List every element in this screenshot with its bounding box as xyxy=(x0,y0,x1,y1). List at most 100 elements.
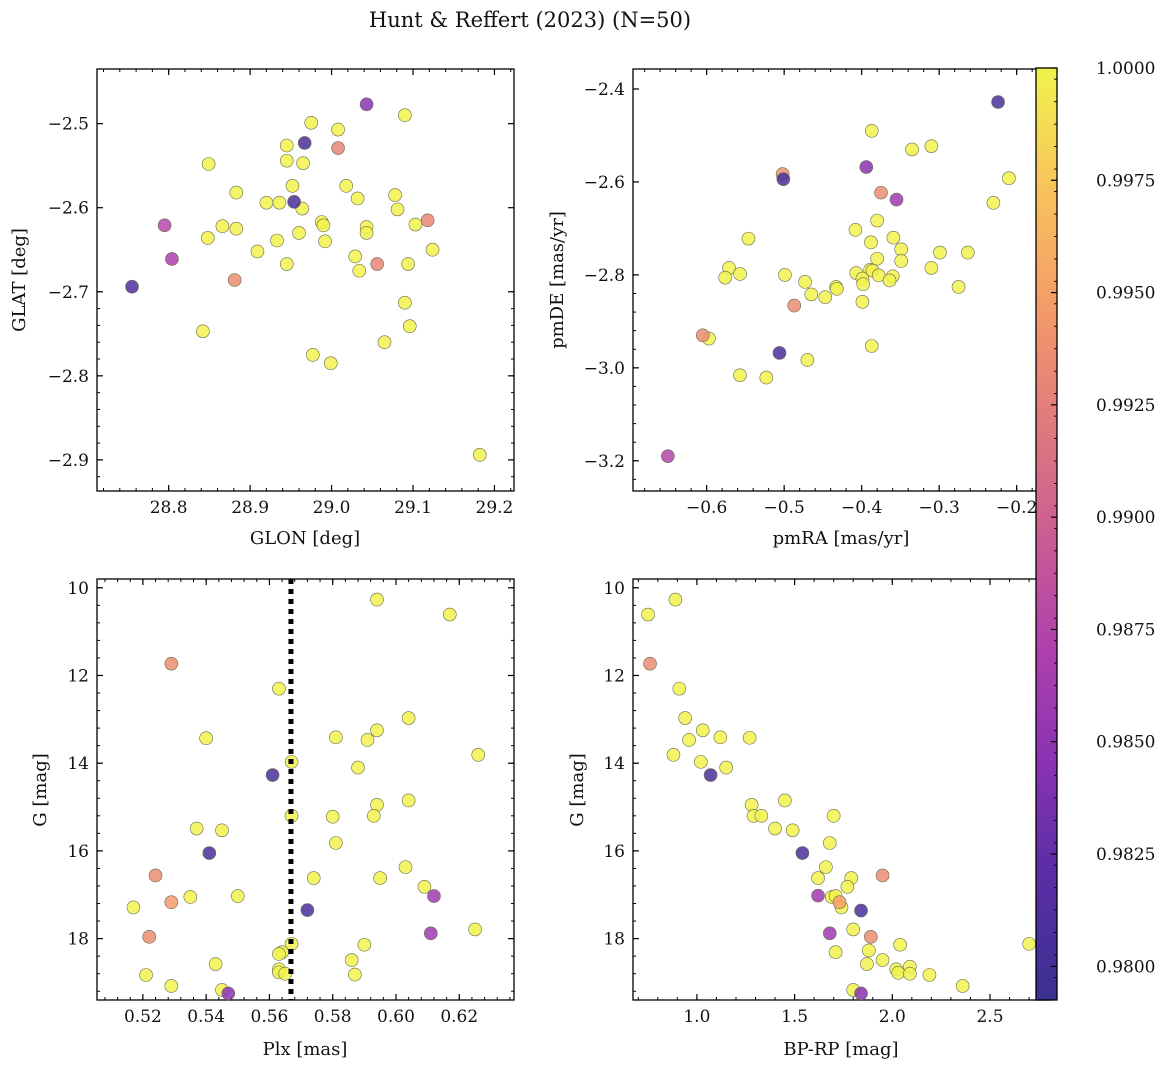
data-point xyxy=(818,290,833,304)
y-tick-label: 12 xyxy=(603,666,625,686)
colorbar-tick-label: 0.9800 xyxy=(1096,957,1155,977)
plot-area-glon-glat: 28.8 28.9 29.0 29.1 29.2 −2.5 −2.6 −2.7 −2.8 −2.9 xyxy=(48,68,515,518)
y-tick-label: 14 xyxy=(67,754,89,774)
data-point xyxy=(826,809,841,823)
data-point xyxy=(227,273,242,287)
data-point xyxy=(292,226,306,240)
data-point xyxy=(666,748,681,762)
data-point xyxy=(370,592,384,607)
data-point xyxy=(408,217,423,232)
x-axis-label-bprp: BP-RP [mag] xyxy=(783,1039,898,1060)
data-point xyxy=(864,124,879,138)
data-point xyxy=(785,823,800,838)
data-point xyxy=(323,356,338,371)
y-tick-label: −2.8 xyxy=(584,266,625,286)
colorbar-tick-label: 0.9925 xyxy=(1096,396,1155,416)
data-point xyxy=(768,821,782,836)
data-point xyxy=(719,760,734,775)
data-point xyxy=(893,937,907,952)
data-point xyxy=(287,195,301,209)
data-point xyxy=(641,607,655,622)
data-point xyxy=(822,926,837,941)
figure-title: Hunt & Reffert (2023) (N=50) xyxy=(369,8,691,32)
data-point xyxy=(373,871,387,885)
panel-bprp-g: 1.0 1.5 2.0 2.5 10 12 14 16 18 BP-RP [mag] G [ma… xyxy=(567,578,1051,1060)
data-point xyxy=(377,335,392,350)
data-point xyxy=(398,860,413,874)
data-point xyxy=(856,277,871,291)
data-point xyxy=(819,860,833,874)
axes-frame-plx-g xyxy=(96,578,515,1001)
data-point xyxy=(331,122,345,137)
x-tick-label: 0.52 xyxy=(124,1007,162,1027)
data-point xyxy=(864,235,878,250)
x-tick-label: −0.4 xyxy=(841,498,882,518)
y-tick-label: 16 xyxy=(67,842,89,862)
data-point xyxy=(859,160,874,174)
data-point xyxy=(398,295,412,310)
data-point xyxy=(875,953,890,967)
data-point xyxy=(279,138,294,153)
data-point xyxy=(165,252,179,266)
y-tick-label: −2.6 xyxy=(584,173,625,193)
data-point xyxy=(471,748,486,762)
plot-area-plx-g: 0.52 0.54 0.56 0.58 0.60 0.62 10 12 14 16 18 xyxy=(67,578,515,1027)
data-point xyxy=(348,249,362,264)
data-point xyxy=(1022,937,1036,951)
data-point xyxy=(776,172,791,186)
data-point xyxy=(300,903,315,917)
data-point xyxy=(894,254,908,268)
data-point xyxy=(846,922,861,937)
data-point xyxy=(402,319,417,334)
x-tick-label: 29.0 xyxy=(313,498,351,518)
data-point xyxy=(417,880,432,894)
data-point xyxy=(991,95,1005,109)
data-point xyxy=(848,223,863,237)
data-point xyxy=(830,282,844,296)
data-point xyxy=(398,108,412,123)
x-tick-label: 0.60 xyxy=(377,1007,415,1027)
data-point xyxy=(279,153,294,168)
data-point xyxy=(678,711,692,725)
data-point xyxy=(208,957,223,971)
y-tick-label: −2.6 xyxy=(48,199,89,219)
data-point xyxy=(742,730,757,745)
data-point xyxy=(894,242,908,257)
data-point xyxy=(370,723,384,738)
data-point xyxy=(329,730,343,745)
colorbar-tick-label: 0.9825 xyxy=(1096,845,1155,865)
data-point xyxy=(370,257,384,271)
data-point xyxy=(221,986,236,1001)
data-point xyxy=(828,945,843,959)
data-point xyxy=(427,889,441,903)
x-tick-label: 0.62 xyxy=(440,1007,478,1027)
y-tick-label: 18 xyxy=(67,930,89,950)
data-point xyxy=(1002,171,1016,186)
data-point xyxy=(718,270,733,285)
y-tick-label: −2.8 xyxy=(48,367,89,387)
data-point xyxy=(733,267,747,281)
colorbar-tick-label: 0.9900 xyxy=(1096,508,1155,528)
data-point xyxy=(157,218,172,233)
data-point xyxy=(903,966,917,981)
plot-area-pmra-pmde: −0.6 −0.5 −0.4 −0.3 −0.2 −2.4 −2.6 −2.8 −3.0 −3.2 xyxy=(584,68,1051,518)
colorbar-tick-label: 0.9975 xyxy=(1096,171,1155,191)
axes-frame-pmra-pmde xyxy=(632,68,1051,492)
data-point xyxy=(285,179,300,193)
data-point xyxy=(348,967,362,982)
x-tick-label: 0.58 xyxy=(314,1007,352,1027)
data-point xyxy=(388,188,402,202)
data-point xyxy=(695,328,710,343)
data-point xyxy=(754,809,769,823)
x-tick-label: −0.6 xyxy=(686,498,727,518)
data-point xyxy=(855,295,870,309)
data-point xyxy=(142,930,157,944)
data-point xyxy=(672,681,687,696)
data-point xyxy=(955,979,970,993)
data-point xyxy=(778,268,792,282)
data-point xyxy=(183,890,198,904)
data-point xyxy=(961,245,975,260)
x-tick-label: 29.2 xyxy=(476,498,514,518)
data-point xyxy=(279,257,294,271)
y-tick-label: 12 xyxy=(67,666,89,686)
